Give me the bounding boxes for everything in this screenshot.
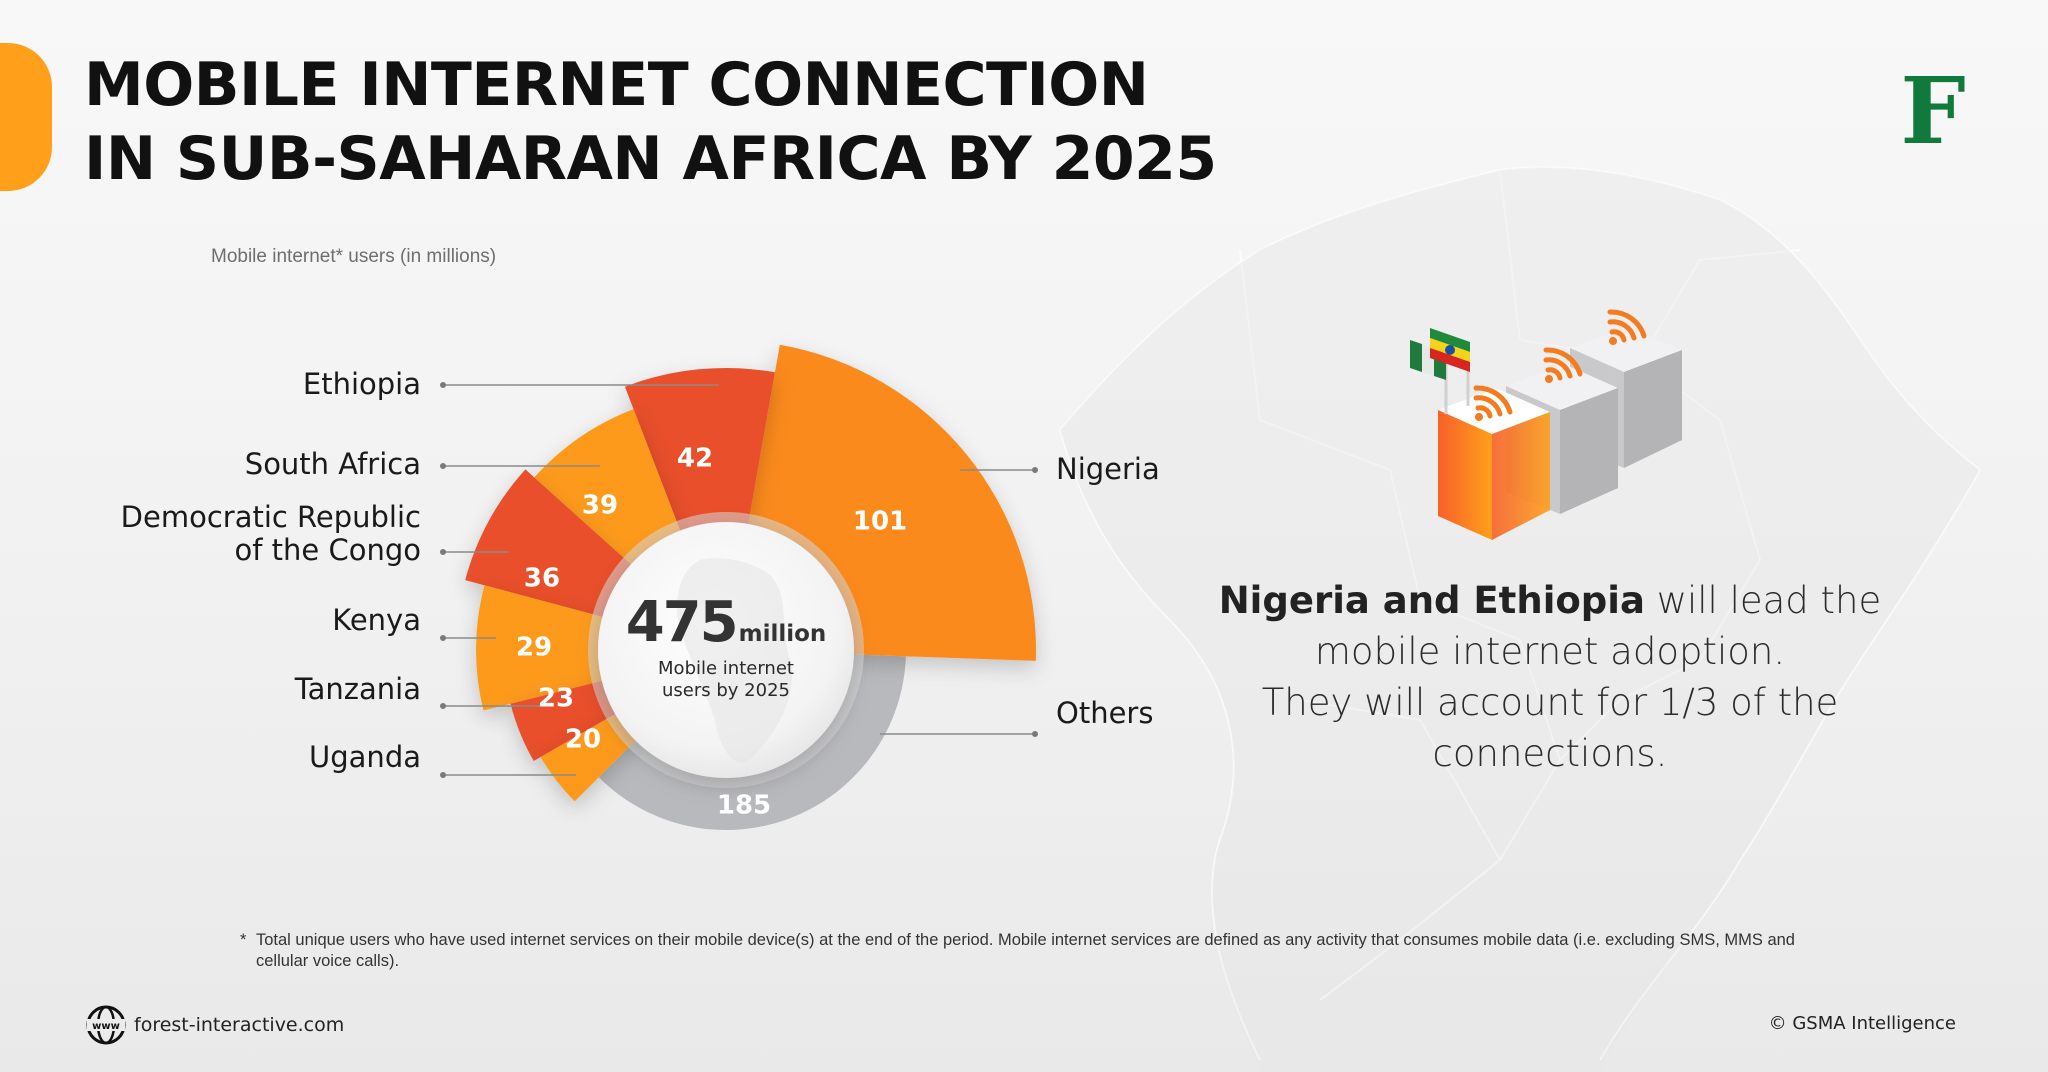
source-credit: © GSMA Intelligence [1768,1013,1956,1034]
label-democratic-republic-of-the-congo: Democratic Republic of the Congo [120,500,421,567]
chart-subtitle: Mobile internet* users (in millions) [211,246,497,267]
insight-line-3: They will account for 1/3 of the [1261,681,1839,724]
wedge-nigeria [746,344,1036,661]
value-south-africa: 39 [582,491,618,521]
footnote-asterisk: * [240,931,247,949]
title-line-2: IN SUB-SAHARAN AFRICA BY 2025 [84,124,1217,194]
label-nigeria: Nigeria [1056,452,1160,486]
label-kenya: Kenya [332,603,421,637]
wifi-icon [1473,309,1647,419]
label-others: Others [1056,696,1154,730]
leader-lines [440,382,1038,778]
tower-illustration [1410,309,1682,540]
label-uganda: Uganda [309,740,421,774]
wedge-others [598,654,906,830]
wedge-kenya [476,585,613,711]
total-unit: million [738,621,827,647]
center-caption: Mobile internet users by 2025 [618,658,834,702]
ethiopia-flag-icon [1430,328,1470,406]
svg-text:www: www [92,1021,120,1032]
website-url[interactable]: forest-interactive.com [134,1014,345,1036]
center-total: 475million [598,590,854,655]
leader-dot-democratic-republic-of-the-congo [440,549,446,555]
insight-text: Nigeria and Ethiopia will lead the mobil… [1180,575,1920,779]
leader-dot-others [1032,731,1038,737]
leader-dot-south-africa [440,463,446,469]
value-nigeria: 101 [853,507,907,537]
leader-dot-uganda [440,772,446,778]
wedge-south-africa [534,409,684,572]
leader-dot-tanzania [440,703,446,709]
value-ethiopia: 42 [677,444,713,474]
wedge-ethiopia [624,367,775,540]
insight-line-1-rest: will lead the [1644,579,1882,622]
center-caption-line-2: users by 2025 [662,680,790,701]
label-ethiopia: Ethiopia [302,367,421,401]
www-globe-icon: www [86,1005,126,1045]
value-others: 185 [717,791,771,821]
label-tanzania: Tanzania [294,672,421,706]
server-tower-icon [1438,388,1550,540]
website-link[interactable]: www forest-interactive.com [86,1005,344,1045]
value-democratic-republic-of-the-congo: 36 [524,564,560,594]
forest-logo: F [1900,57,1966,165]
chart-wedges [465,344,1036,830]
accent-tab [0,43,52,191]
leader-dot-kenya [440,635,446,641]
total-value: 475 [625,590,739,655]
wedge-values: 101 42 39 36 29 23 20 185 [516,444,907,821]
insight-bold: Nigeria and Ethiopia [1218,579,1645,622]
insight-line-2: mobile internet adoption. [1314,630,1786,673]
leader-dot-nigeria [1032,467,1038,473]
value-kenya: 29 [516,633,552,663]
title-line-1: MOBILE INTERNET CONNECTION [84,50,1149,120]
insight-line-4: connections. [1432,732,1668,775]
leader-dot-ethiopia [440,382,446,388]
page-title: MOBILE INTERNET CONNECTION IN SUB-SAHARA… [84,48,1217,196]
label-south-africa: South Africa [244,447,421,481]
wedge-tanzania [510,678,624,761]
africa-silhouette [676,558,792,763]
wedge-democratic-republic-of-the-congo [465,469,639,620]
value-tanzania: 23 [538,684,574,714]
value-uganda: 20 [565,725,601,755]
center-caption-line-1: Mobile internet [658,658,794,679]
footnote-text: Total unique users who have used interne… [256,931,1795,970]
footnote: * Total unique users who have used inter… [240,930,1840,972]
